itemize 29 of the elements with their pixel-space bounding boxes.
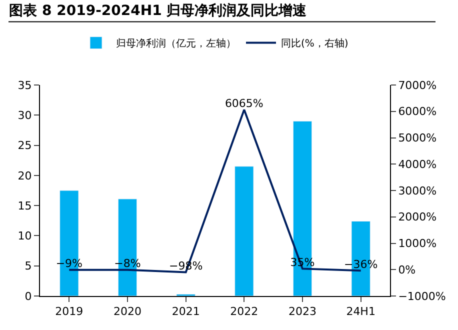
chart-title: 图表 8 2019-2024H1 归母净利润及同比增速 (9, 2, 308, 19)
y-tick-label: 10 (18, 230, 32, 243)
x-tick-label: 24H1 (346, 305, 376, 318)
y-tick-label: 25 (18, 139, 32, 152)
x-tick-label: 2021 (172, 305, 200, 318)
bar (292, 120, 312, 296)
y-tick-label: 15 (18, 199, 32, 212)
y-tick-label: 0 (24, 290, 32, 303)
y-tick-label: 5 (24, 260, 32, 273)
y2-tick-label: 0% (398, 263, 416, 276)
y-tick-label: 35 (18, 78, 32, 92)
y2-tick-label: 4000% (398, 158, 437, 171)
y2-tick-label: 5000% (398, 132, 437, 145)
legend-label: 归母净利润（亿元，左轴） (116, 38, 236, 50)
y2-tick-label: 6000% (398, 105, 437, 118)
data-label: 6065% (224, 96, 264, 110)
x-tick-label: 2023 (288, 305, 316, 318)
y2-tick-label: 1000% (398, 237, 437, 250)
y2-tick-label: 7000% (398, 78, 437, 92)
x-tick-label: 2019 (55, 305, 84, 318)
y2-tick-label: 3000% (398, 184, 437, 198)
bar (234, 166, 254, 296)
legend-label: 同比(%，右轴) (281, 38, 348, 50)
y-tick-label: 30 (18, 108, 32, 122)
y2-tick-label: −1000% (398, 290, 446, 303)
y2-tick-label: 2000% (398, 210, 437, 224)
x-tick-label: 2020 (114, 305, 142, 318)
y-tick-label: 20 (18, 169, 32, 182)
x-tick-label: 2022 (230, 305, 258, 318)
